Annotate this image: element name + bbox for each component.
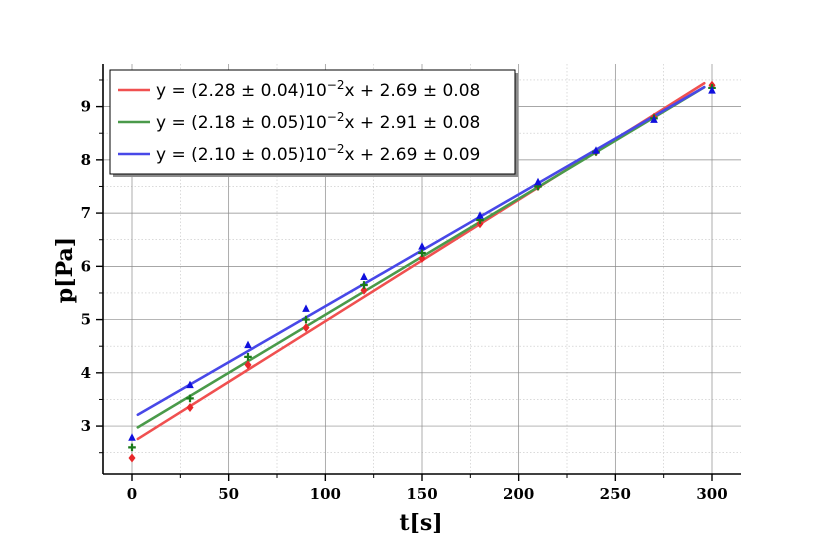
data-point-series-3 <box>360 272 368 280</box>
data-point-series-1 <box>244 360 252 370</box>
data-point-series-3 <box>186 380 194 389</box>
data-point-series-1 <box>186 402 194 412</box>
y-tick-label: 9 <box>81 98 91 116</box>
y-tick-label: 7 <box>81 204 91 222</box>
legend-label-3: y = (2.10 ± 0.05)10−2x + 2.69 ± 0.09 <box>156 142 480 165</box>
x-tick-label: 150 <box>406 485 437 503</box>
x-axis-title: t[s] <box>399 510 442 534</box>
data-point-series-3 <box>128 433 136 441</box>
legend-label-1: y = (2.28 ± 0.04)10−2x + 2.69 ± 0.08 <box>156 78 480 101</box>
x-tick-label: 200 <box>503 485 534 503</box>
data-point-series-3 <box>302 304 310 312</box>
x-tick-label: 0 <box>127 485 137 503</box>
ticks: 0 50 100 150 200 250 300 3 4 5 6 7 8 9 <box>81 79 728 503</box>
data-point-series-1 <box>302 323 310 333</box>
data-points <box>128 80 716 463</box>
data-point-series-3 <box>592 146 600 154</box>
y-tick-label: 5 <box>81 311 91 329</box>
data-point-series-2 <box>186 394 194 403</box>
data-point-series-3 <box>708 86 716 94</box>
data-point-series-2 <box>128 443 136 452</box>
data-point-series-3 <box>418 242 426 250</box>
y-tick-label: 3 <box>81 417 91 435</box>
data-point-series-1 <box>360 285 368 295</box>
data-point-series-3 <box>534 177 542 186</box>
x-tick-label: 50 <box>218 485 239 503</box>
x-tick-label: 250 <box>600 485 631 503</box>
y-axis-title: p[Pa] <box>52 237 78 303</box>
data-point-series-3 <box>244 340 252 349</box>
data-point-series-2 <box>418 249 426 257</box>
data-point-series-3 <box>476 211 484 219</box>
data-point-series-1 <box>418 253 426 263</box>
legend: y = (2.28 ± 0.04)10−2x + 2.69 ± 0.08 y = … <box>109 69 518 177</box>
y-tick-label: 4 <box>81 364 91 382</box>
x-tick-label: 300 <box>696 485 727 503</box>
x-tick-label: 100 <box>310 485 341 503</box>
data-point-series-2 <box>244 353 252 361</box>
legend-box <box>109 69 516 175</box>
data-point-series-3 <box>650 115 658 123</box>
data-point-series-2 <box>302 315 310 324</box>
y-tick-label: 6 <box>81 257 91 275</box>
data-point-series-1 <box>128 453 136 463</box>
y-tick-label: 8 <box>81 151 91 169</box>
data-point-series-2 <box>360 281 368 289</box>
legend-label-2: y = (2.18 ± 0.05)10−2x + 2.91 ± 0.08 <box>156 110 480 133</box>
